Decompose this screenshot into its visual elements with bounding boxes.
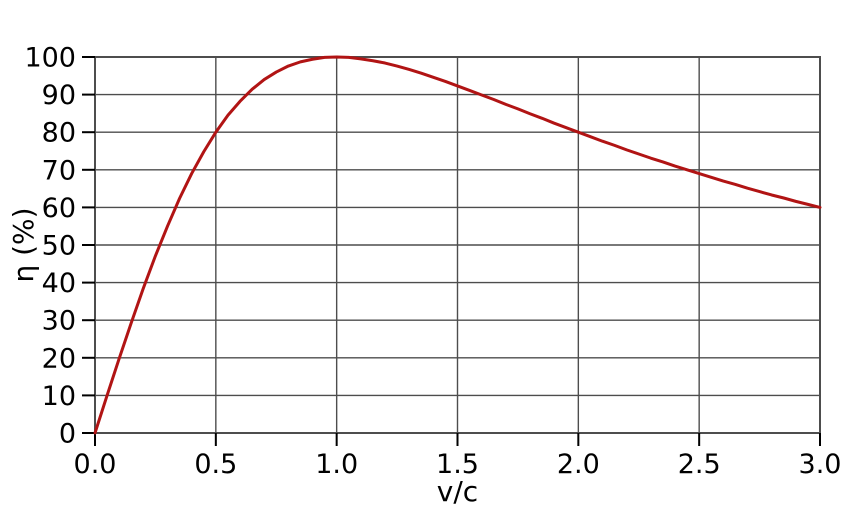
y-tick-label: 60 [42,193,76,224]
y-tick-label: 10 [42,381,76,412]
x-tick-label: 0.5 [194,449,237,480]
y-tick-label: 40 [42,268,76,299]
y-tick-label: 90 [42,80,76,111]
y-tick-label: 30 [42,306,76,337]
y-tick-label: 0 [59,419,76,450]
x-tick-label: 0.0 [74,449,117,480]
x-tick-label: 1.0 [315,449,358,480]
x-tick-label: 3.0 [799,449,842,480]
x-tick-label: 1.5 [436,449,479,480]
y-tick-label: 20 [42,343,76,374]
x-tick-label: 2.5 [678,449,721,480]
series-efficiency-curve [93,55,822,435]
y-tick-label: 70 [42,155,76,186]
y-tick-label: 80 [42,118,76,149]
x-axis-label: v/c [436,475,479,508]
y-tick-label: 50 [42,231,76,262]
x-tick-label: 2.0 [557,449,600,480]
y-axis-label: η (%) [7,207,40,283]
y-tick-label: 100 [24,43,76,74]
